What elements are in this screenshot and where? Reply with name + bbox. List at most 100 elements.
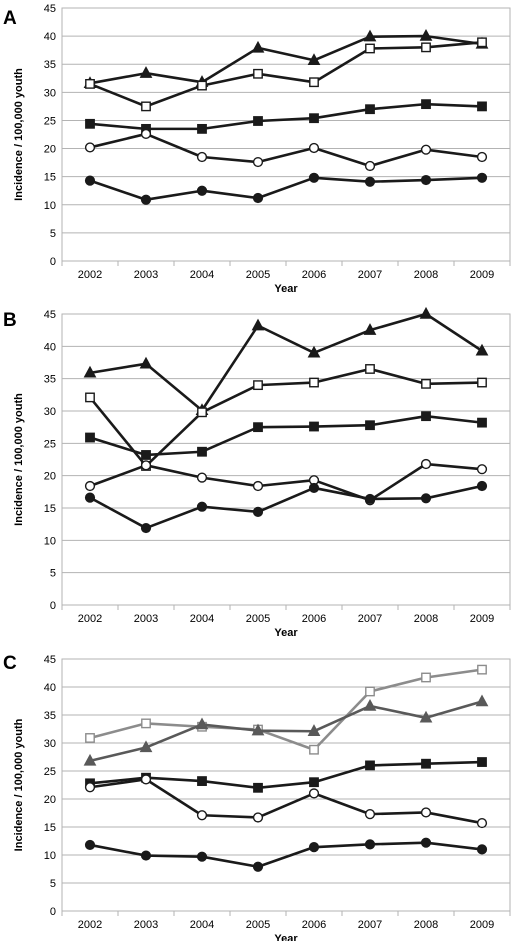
y-tick-label: 20 <box>44 144 56 156</box>
data-point-circle <box>420 458 432 470</box>
data-point-circle <box>196 851 208 862</box>
data-point-square <box>253 782 263 793</box>
data-point-triangle <box>251 318 265 331</box>
data-point-circle <box>84 480 96 492</box>
series-square-filled <box>85 411 487 460</box>
series-circle-open <box>84 774 488 829</box>
y-tick-label: 20 <box>44 471 56 483</box>
data-point-circle <box>84 492 96 503</box>
x-tick-label: 2007 <box>358 269 382 281</box>
data-point-triangle <box>419 29 433 41</box>
y-tick-label: 25 <box>44 766 56 778</box>
y-tick-label: 5 <box>50 568 56 580</box>
data-point-square <box>85 118 95 129</box>
data-point-square <box>421 42 431 53</box>
data-point-triangle <box>139 740 153 753</box>
x-tick-label: 2003 <box>134 269 158 281</box>
data-point-circle <box>420 174 432 186</box>
x-tick-label: 2009 <box>470 919 494 931</box>
series-line <box>89 34 483 85</box>
data-point-circle <box>364 839 376 850</box>
data-point-square <box>365 43 375 54</box>
series-circle-filled <box>84 480 488 534</box>
series-square-open <box>85 664 487 755</box>
y-axis-title: Incidence / 100,000 youth <box>13 393 25 526</box>
data-point-square <box>421 672 431 683</box>
data-point-square <box>477 37 487 48</box>
y-tick-label: 10 <box>44 200 56 212</box>
y-tick-label: 35 <box>44 374 56 386</box>
data-point-circle <box>252 480 264 492</box>
x-tick-label: 2006 <box>302 269 326 281</box>
data-point-circle <box>140 774 152 785</box>
y-tick-label: 25 <box>44 115 56 127</box>
data-point-circle <box>196 185 208 196</box>
x-axis-title: Year <box>274 283 298 295</box>
data-point-circle <box>420 144 432 155</box>
y-tick-label: 20 <box>44 794 56 806</box>
data-point-circle <box>476 844 488 855</box>
data-point-circle <box>420 807 432 818</box>
series-circle-filled <box>84 172 488 205</box>
data-point-circle <box>196 810 208 821</box>
data-point-triangle <box>363 323 377 335</box>
data-point-square <box>253 422 263 433</box>
series-circle-open <box>84 458 488 506</box>
y-tick-label: 10 <box>44 850 56 862</box>
x-tick-label: 2002 <box>78 613 102 625</box>
x-tick-label: 2005 <box>246 919 270 931</box>
series-line <box>88 367 483 468</box>
data-point-square <box>477 664 487 675</box>
data-point-circle <box>140 194 152 205</box>
data-point-square <box>197 446 207 457</box>
series-circle-filled <box>84 837 488 872</box>
x-tick-label: 2003 <box>134 919 158 931</box>
data-point-square <box>309 777 319 788</box>
data-point-square <box>197 80 207 91</box>
series-line <box>89 760 483 790</box>
series-line <box>89 484 483 530</box>
data-point-triangle <box>195 717 209 730</box>
data-point-circle <box>476 151 488 163</box>
data-point-square <box>141 101 151 112</box>
x-tick-label: 2005 <box>246 613 270 625</box>
data-point-square <box>309 77 319 88</box>
data-point-circle <box>364 176 376 187</box>
data-point-square <box>477 101 487 112</box>
data-point-circle <box>252 506 264 517</box>
data-point-square <box>421 411 431 422</box>
y-tick-label: 35 <box>44 59 56 71</box>
data-point-square <box>309 421 319 432</box>
data-point-square <box>85 78 95 89</box>
y-tick-label: 35 <box>44 710 56 722</box>
series-line <box>89 700 483 763</box>
data-point-square <box>197 123 207 134</box>
x-tick-label: 2008 <box>414 919 438 931</box>
y-tick-label: 15 <box>44 503 56 515</box>
y-tick-label: 15 <box>44 172 56 184</box>
data-point-triangle <box>251 723 265 736</box>
x-tick-label: 2004 <box>190 919 214 931</box>
data-point-square <box>421 758 431 769</box>
panel-label: B <box>3 310 17 331</box>
data-point-circle <box>420 837 432 848</box>
series-line <box>89 312 483 412</box>
data-point-circle <box>420 493 432 504</box>
series-square-open <box>85 37 487 112</box>
data-point-square <box>197 407 207 418</box>
data-point-circle <box>308 482 320 494</box>
y-tick-label: 45 <box>44 654 56 666</box>
data-point-circle <box>140 522 152 534</box>
data-point-circle <box>140 850 152 861</box>
data-point-square <box>85 432 95 443</box>
data-point-circle <box>84 839 96 851</box>
data-point-triangle <box>251 40 265 53</box>
data-point-circle <box>252 192 264 204</box>
data-point-square <box>365 364 375 374</box>
x-tick-label: 2009 <box>470 613 494 625</box>
y-tick-label: 25 <box>44 438 56 450</box>
data-point-square <box>141 718 151 729</box>
chart-panel-a: 0 5 10 15 20 25 30 35 40 45 2002 2003 2004 2005 2006 20… <box>3 3 511 295</box>
y-tick-label: 5 <box>50 228 56 240</box>
